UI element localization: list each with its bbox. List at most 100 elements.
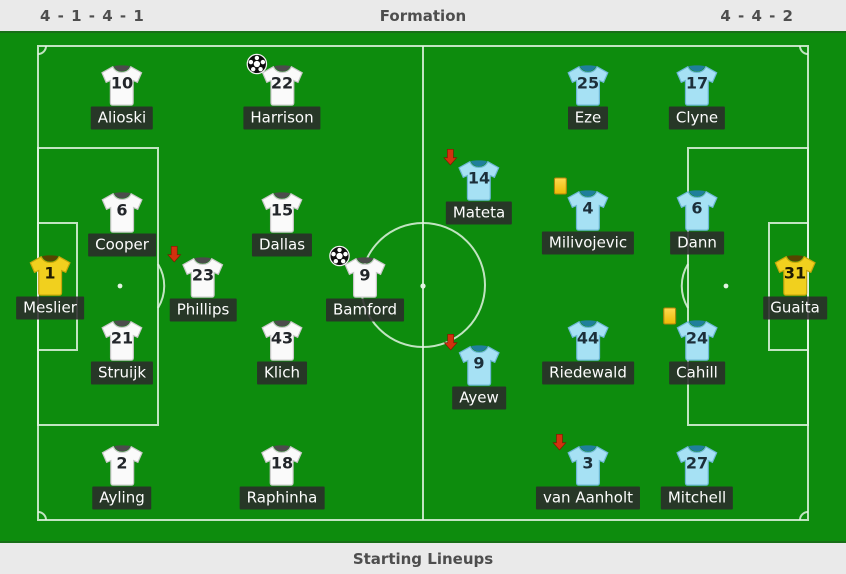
away-formation-label: 4 - 4 - 2: [720, 6, 794, 25]
player-klich[interactable]: 43 Klich: [257, 320, 307, 385]
footer-title: Starting Lineups: [352, 549, 494, 568]
right-penalty-arc: [680, 263, 689, 309]
player-name-label: Raphinha: [239, 486, 325, 510]
shirt-number: 9: [473, 353, 485, 373]
shirt-icon: 21: [98, 320, 146, 364]
shirt-number: 31: [783, 263, 807, 283]
player-name-label: Klich: [257, 361, 307, 385]
shirt-icon: 44: [564, 320, 612, 364]
player-mateta[interactable]: 14 Mateta: [443, 149, 513, 225]
player-milivojevic[interactable]: 4 Milivojevic: [541, 177, 635, 255]
shirt-number: 44: [576, 328, 600, 348]
shirt-icon: 9: [443, 334, 503, 389]
yellow-card-icon: [663, 307, 676, 325]
formation-header: Formation 4 - 1 - 4 - 1 4 - 4 - 2: [0, 0, 846, 33]
player-name-label: Struijk: [90, 361, 154, 385]
player-eze[interactable]: 25 Eze: [564, 65, 612, 130]
player-name-label: Dallas: [251, 233, 313, 257]
sub-off-arrow-icon: [167, 246, 182, 263]
player-name-label: Clyne: [668, 106, 726, 130]
corner-arc-top-right: [799, 45, 809, 55]
sub-off-arrow-icon: [552, 434, 567, 451]
shirt-icon: 2: [98, 445, 146, 489]
player-name-label: Mitchell: [660, 486, 734, 510]
player-name-label: Phillips: [169, 298, 237, 322]
player-name-label: Cahill: [669, 361, 725, 385]
shirt-icon: 23: [167, 246, 227, 301]
lineups-footer: Starting Lineups: [0, 541, 846, 574]
player-ayew[interactable]: 9 Ayew: [443, 334, 506, 410]
player-struijk[interactable]: 21 Struijk: [90, 320, 154, 385]
shirt-icon: 6: [98, 192, 146, 236]
player-mitchell[interactable]: 27 Mitchell: [660, 445, 734, 510]
right-penalty-spot: [723, 283, 729, 289]
shirt-number: 25: [576, 73, 600, 93]
shirt-icon: 14: [443, 149, 503, 204]
left-penalty-spot: [117, 283, 123, 289]
player-name-label: Ayling: [92, 486, 152, 510]
player-name-label: Meslier: [16, 296, 84, 320]
shirt-icon: 27: [673, 445, 721, 489]
shirt-number: 21: [110, 328, 134, 348]
player-name-label: Guaita: [763, 296, 827, 320]
shirt-number: 2: [116, 453, 128, 473]
player-cooper[interactable]: 6 Cooper: [88, 192, 156, 257]
player-name-label: Eze: [567, 106, 609, 130]
shirt-number: 27: [685, 453, 709, 473]
shirt-icon: 24: [663, 307, 721, 364]
shirt-number: 43: [270, 328, 294, 348]
shirt-icon: 9: [329, 245, 389, 301]
shirt-number: 6: [116, 200, 128, 220]
sub-off-arrow-icon: [443, 149, 458, 166]
player-name-label: Cooper: [88, 233, 156, 257]
shirt-number: 10: [110, 73, 134, 93]
shirt-number: 18: [270, 453, 294, 473]
player-alioski[interactable]: 10 Alioski: [90, 65, 154, 130]
player-name-label: Bamford: [326, 298, 404, 322]
player-van-aanholt[interactable]: 3 van Aanholt: [535, 434, 641, 510]
shirt-icon: 43: [258, 320, 306, 364]
player-name-label: Alioski: [90, 106, 154, 130]
shirt-number: 14: [467, 168, 491, 188]
player-dann[interactable]: 6 Dann: [670, 190, 724, 255]
shirt-icon: 25: [564, 65, 612, 109]
player-ayling[interactable]: 2 Ayling: [92, 445, 152, 510]
pitch: 1 Meslier 10 Alioski 6 Cooper 21 Struijk 2 Ay…: [0, 33, 846, 541]
shirt-icon: 10: [98, 65, 146, 109]
player-name-label: van Aanholt: [535, 486, 641, 510]
shirt-icon: 4: [554, 177, 612, 234]
player-name-label: Harrison: [243, 106, 321, 130]
shirt-icon: 15: [258, 192, 306, 236]
shirt-icon: 22: [246, 53, 306, 109]
player-harrison[interactable]: 22 Harrison: [243, 53, 321, 130]
gk-shirt-icon: 31: [771, 255, 819, 299]
yellow-card-icon: [554, 177, 567, 195]
player-raphinha[interactable]: 18 Raphinha: [239, 445, 325, 510]
shirt-number: 3: [582, 453, 594, 473]
shirt-number: 17: [685, 73, 709, 93]
gk-shirt-icon: 1: [26, 255, 74, 299]
player-cahill[interactable]: 24 Cahill: [663, 307, 725, 385]
player-clyne[interactable]: 17 Clyne: [668, 65, 726, 130]
player-guaita[interactable]: 31 Guaita: [763, 255, 827, 320]
shirt-number: 9: [359, 265, 371, 285]
player-name-label: Milivojevic: [541, 231, 635, 255]
player-dallas[interactable]: 15 Dallas: [251, 192, 313, 257]
player-name-label: Riedewald: [542, 361, 634, 385]
shirt-number: 24: [685, 328, 709, 348]
center-spot: [420, 283, 426, 289]
player-phillips[interactable]: 23 Phillips: [167, 246, 237, 322]
home-formation-label: 4 - 1 - 4 - 1: [40, 6, 145, 25]
header-title: Formation: [379, 6, 467, 25]
right-six-yard-box: [768, 222, 809, 351]
player-riedewald[interactable]: 44 Riedewald: [542, 320, 634, 385]
player-meslier[interactable]: 1 Meslier: [16, 255, 84, 320]
corner-arc-top-left: [37, 45, 47, 55]
shirt-number: 4: [582, 198, 594, 218]
shirt-number: 6: [691, 198, 703, 218]
player-name-label: Mateta: [445, 201, 513, 225]
corner-arc-bottom-left: [37, 511, 47, 521]
shirt-number: 23: [191, 265, 215, 285]
player-bamford[interactable]: 9 Bamford: [326, 245, 404, 322]
